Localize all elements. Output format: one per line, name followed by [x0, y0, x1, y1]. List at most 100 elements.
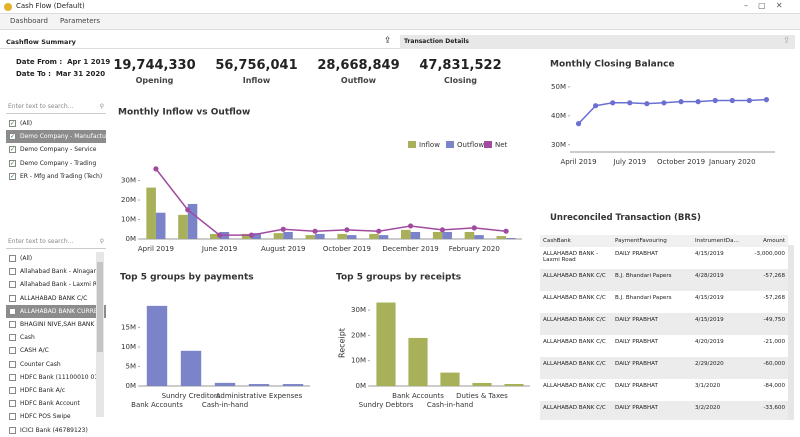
x-tick-label: Bank Accounts [392, 392, 444, 400]
search-icon: ⚲ [99, 103, 104, 110]
table-cell: ALLAHABAD BANK C/C [543, 339, 606, 345]
bar [187, 203, 198, 239]
checkbox[interactable] [9, 413, 16, 421]
kpi-value: 19,744,330 [113, 58, 196, 73]
checkbox[interactable] [9, 255, 16, 262]
checkbox[interactable]: ✓ [9, 146, 16, 154]
list-item[interactable]: ✓ Demo Company - Trading [6, 157, 106, 170]
bar [408, 337, 428, 386]
legend-label: Net [495, 141, 508, 149]
point [661, 100, 667, 106]
list-item[interactable]: ✓ Demo Company - Service [6, 143, 106, 156]
y-tick-label: 20M [121, 196, 136, 204]
point [407, 223, 414, 229]
list-item[interactable]: Allahabad Bank - Alnagar E [6, 265, 106, 278]
bar [241, 233, 252, 239]
tab[interactable]: Dashboard [10, 17, 48, 25]
table-cell: ALLAHABAD BANK C/C [543, 361, 606, 367]
window-controls[interactable]: – ▢ ✕ [744, 1, 783, 10]
bar [401, 229, 411, 239]
checkbox[interactable] [9, 307, 16, 315]
list-item[interactable]: BHAGINI NIVE,SAH BANK LT [6, 318, 106, 331]
point [695, 99, 701, 105]
item-label: HDFC POS Swipe [20, 413, 71, 421]
table-row: ALLAHABAD BANK C/C DAILY PRABHAT 3/1/2020 -… [540, 379, 788, 401]
list-item[interactable]: Counter Cash [6, 358, 106, 371]
scrollbar[interactable] [788, 245, 794, 420]
checkbox[interactable] [9, 281, 16, 289]
list-item[interactable]: CASH A/C [6, 344, 106, 357]
summary-title: Cashflow Summary [6, 38, 76, 46]
search-box[interactable]: Enter text to search... ⚲ [6, 238, 106, 249]
list-item[interactable]: HDFC Bank (11100010 01 [6, 371, 106, 384]
chart: Top 5 groups by receipts Receipt 0M 10M 20M 3… [336, 273, 530, 409]
x-tick-label: Bank Accounts [131, 401, 183, 409]
point [678, 99, 684, 105]
checkbox[interactable] [9, 294, 16, 302]
table-row: ALLAHABAD BANK C/C DAILY PRABHAT 3/2/2020 -… [540, 401, 788, 420]
export-icon[interactable]: ⇪ [783, 36, 791, 46]
point [376, 228, 382, 234]
checkbox[interactable] [9, 347, 16, 355]
list-item[interactable]: HDFC Bank Account [6, 397, 106, 410]
list-item[interactable]: (All) [6, 252, 106, 265]
bar [251, 233, 261, 239]
scroll-thumb[interactable] [97, 262, 103, 352]
point [610, 100, 616, 106]
tab[interactable]: Parameters [60, 17, 101, 25]
y-tick-label: 10M [121, 216, 136, 224]
checkbox[interactable]: ✓ [9, 159, 16, 167]
bar [210, 233, 220, 239]
bar [283, 231, 293, 239]
checkbox[interactable] [9, 360, 16, 368]
list-item[interactable]: ALLAHABAD BANK C/C [6, 292, 106, 305]
item-label: Demo Company - Manufactur [20, 133, 106, 141]
bar [282, 384, 304, 386]
list-item[interactable]: ✓ Demo Company - Manufactur [6, 130, 106, 144]
point [746, 97, 752, 104]
list-item[interactable]: ✓ (All) [6, 117, 106, 130]
export-icon[interactable]: ⇪ [384, 36, 392, 46]
item-label: BHAGINI NIVE,SAH BANK LT [20, 321, 103, 328]
checkbox[interactable] [9, 268, 16, 276]
list-item[interactable]: HDFC Bank A/c [6, 384, 106, 397]
checkbox[interactable] [9, 373, 16, 381]
x-tick-label: October 2019 [657, 158, 705, 166]
checkbox[interactable] [9, 387, 16, 394]
table-cell: ALLAHABAD BANK C/C [543, 405, 606, 411]
point [344, 227, 350, 233]
list-item[interactable]: ALLAHABAD BANK CURREN [6, 304, 106, 318]
column-header: PaymentFavouring [615, 238, 667, 244]
list-item[interactable]: Allahabad Bank - Laxmi Ro [6, 278, 106, 291]
list-item[interactable]: Cash [6, 331, 106, 344]
checkbox[interactable] [9, 400, 16, 408]
chart-title: Monthly Closing Balance [550, 60, 675, 70]
x-tick-label: October 2019 [323, 245, 371, 253]
checkbox[interactable] [9, 334, 16, 342]
bar [155, 212, 166, 239]
chart: Monthly Closing Balance 30M 40M 50M April 20… [550, 60, 775, 166]
table-title: Unreconciled Transaction (BRS) [550, 213, 701, 223]
checkbox[interactable]: ✓ [9, 172, 16, 180]
checkbox[interactable]: ✓ [9, 133, 16, 141]
legend-swatch [446, 141, 454, 148]
list-item[interactable]: ICICI Bank (46789123) [6, 424, 106, 437]
table-wrap: CashBank PaymentFavouring InstrumentDa... A… [540, 235, 795, 420]
bar [273, 233, 284, 239]
x-tick-label: Sundry Creditors [162, 392, 221, 400]
item-label: HDFC Bank (11100010 01 [20, 373, 99, 381]
kpi-label: Closing [443, 76, 478, 85]
list-item[interactable]: ✓ ER - Mfg and Trading (Tech) [6, 170, 106, 183]
table-cell: 4/15/2019 [695, 251, 724, 257]
search-box[interactable]: Enter text to search... ⚲ [6, 103, 106, 114]
checkbox[interactable]: ✓ [9, 120, 16, 127]
item-label: (All) [20, 120, 33, 127]
list-item[interactable]: HDFC POS Swipe [6, 410, 106, 423]
y-tick-label: 30M [551, 141, 566, 149]
checkbox[interactable] [9, 426, 16, 434]
chart-title: Top 5 groups by receipts [336, 273, 461, 283]
table-cell: -21,000 [763, 339, 785, 345]
checkbox[interactable] [9, 321, 16, 328]
x-tick-label: July 2019 [612, 158, 646, 166]
